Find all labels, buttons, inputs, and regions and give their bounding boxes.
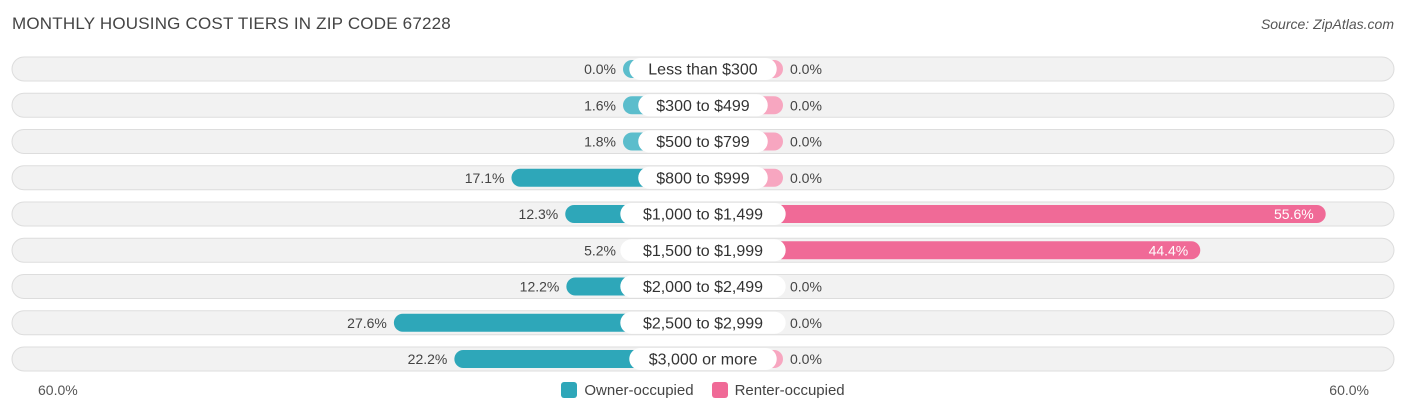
axis-left-label: 60.0% bbox=[38, 382, 78, 398]
chart-row: $2,000 to $2,499 12.2% 0.0% bbox=[11, 274, 1395, 299]
legend-swatch-renter bbox=[711, 382, 728, 398]
chart-canvas: Less than $300 0.0% 0.0% $300 to $499 1.6% 0.… bbox=[11, 56, 1395, 372]
owner-value-label: 17.1% bbox=[465, 170, 505, 186]
category-pill bbox=[620, 203, 786, 225]
owner-value-label: 22.2% bbox=[408, 351, 448, 367]
chart-row: $2,500 to $2,999 27.6% 0.0% bbox=[11, 310, 1395, 336]
category-label: $1,000 to $1,499 bbox=[643, 207, 763, 224]
category-pill bbox=[638, 130, 768, 153]
owner-value-label: 12.3% bbox=[519, 206, 559, 222]
category-label: $2,500 to $2,999 bbox=[643, 315, 763, 332]
renter-value-label: 0.0% bbox=[790, 170, 822, 186]
renter-value-label: 0.0% bbox=[790, 351, 822, 367]
category-label: $500 to $799 bbox=[656, 134, 750, 151]
legend-label-renter: Renter-occupied bbox=[734, 381, 845, 399]
owner-value-label: 1.6% bbox=[584, 97, 616, 113]
renter-value-label: 0.0% bbox=[790, 134, 822, 150]
renter-value-label: 0.0% bbox=[790, 279, 822, 295]
category-pill bbox=[638, 94, 768, 117]
chart-row: $3,000 or more 22.2% 0.0% bbox=[11, 346, 1395, 372]
owner-value-label: 5.2% bbox=[584, 242, 616, 258]
renter-bar[interactable] bbox=[703, 205, 1326, 223]
category-label: Less than $300 bbox=[648, 62, 758, 79]
owner-value-label: 1.8% bbox=[584, 134, 616, 150]
category-label: $800 to $999 bbox=[656, 170, 750, 187]
axis-right-label: 60.0% bbox=[1329, 382, 1369, 398]
owner-value-label: 0.0% bbox=[584, 61, 616, 77]
category-pill bbox=[629, 58, 777, 80]
category-label: $300 to $499 bbox=[656, 98, 750, 115]
chart-row: $300 to $499 1.6% 0.0% bbox=[11, 92, 1395, 118]
renter-bar[interactable] bbox=[703, 241, 1201, 260]
category-pill bbox=[620, 311, 786, 334]
chart-title: MONTHLY HOUSING COST TIERS IN ZIP CODE 6… bbox=[12, 14, 451, 33]
category-pill bbox=[620, 239, 786, 262]
category-pill bbox=[629, 348, 777, 370]
renter-value-label: 0.0% bbox=[790, 315, 822, 331]
renter-value-label: 55.6% bbox=[1274, 206, 1314, 222]
chart-row: $1,000 to $1,499 12.3% 55.6% bbox=[11, 201, 1395, 227]
owner-value-label: 27.6% bbox=[347, 315, 387, 331]
category-pill bbox=[620, 275, 786, 298]
renter-value-label: 44.4% bbox=[1149, 242, 1189, 258]
category-pill bbox=[638, 166, 768, 189]
chart-row: $1,500 to $1,999 5.2% 44.4% bbox=[11, 237, 1395, 263]
category-label: $3,000 or more bbox=[649, 352, 758, 369]
category-label: $2,000 to $2,499 bbox=[643, 279, 763, 296]
renter-value-label: 0.0% bbox=[790, 97, 822, 113]
legend-swatch-owner bbox=[561, 382, 578, 398]
renter-value-label: 0.0% bbox=[790, 61, 822, 77]
category-label: $1,500 to $1,999 bbox=[643, 243, 763, 260]
legend-item-renter[interactable]: Renter-occupied bbox=[711, 381, 845, 399]
legend-label-owner: Owner-occupied bbox=[584, 381, 694, 399]
legend-item-owner[interactable]: Owner-occupied bbox=[561, 381, 694, 399]
legend: Owner-occupied Renter-occupied bbox=[0, 379, 1406, 401]
owner-value-label: 12.2% bbox=[520, 279, 560, 295]
chart-row: $800 to $999 17.1% 0.0% bbox=[11, 165, 1395, 191]
chart-row: Less than $300 0.0% 0.0% bbox=[11, 56, 1395, 82]
chart-row: $500 to $799 1.8% 0.0% bbox=[11, 129, 1395, 154]
source-label: Source: ZipAtlas.com bbox=[1260, 16, 1394, 32]
